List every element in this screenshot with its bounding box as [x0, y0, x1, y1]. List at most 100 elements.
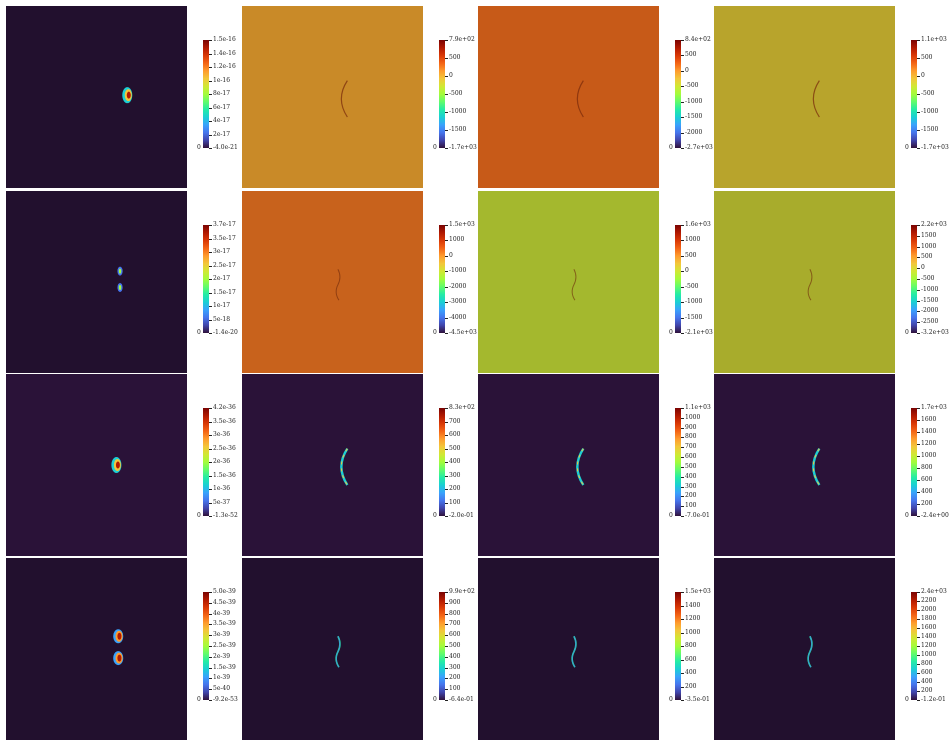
colorbar-tick-mark — [445, 58, 448, 59]
colorbar-tick-mark — [445, 302, 448, 303]
colorbar-tick-mark — [209, 449, 212, 450]
colorbar-tick-mark — [917, 301, 920, 302]
colorbar-tick-label: 1000 — [685, 236, 701, 243]
colorbar-tick-label: 400 — [921, 488, 933, 495]
colorbar-tick-label: 1800 — [921, 615, 937, 622]
colorbar-tick-mark — [917, 673, 920, 674]
colorbar-tick-label: 5e-18 — [213, 316, 231, 323]
colorbar-tick-label: 2.5e-36 — [213, 445, 236, 452]
colorbar-tick-label: 600 — [921, 476, 933, 483]
colorbar-tick-label: -1000 — [685, 298, 703, 305]
colorbar-tick-label: 600 — [449, 631, 461, 638]
colorbar-tick-mark — [445, 271, 448, 272]
colorbar-tick-mark — [681, 55, 684, 56]
heatmap-panel: 0 1.5e+03 1000 0 -1000 -2000 -3000 -4000 -4.5e+0… — [242, 191, 478, 373]
colorbar-tick-mark — [209, 503, 212, 504]
colorbar-tick-label: 800 — [449, 610, 461, 617]
colorbar-tick-mark — [917, 637, 920, 638]
colorbar-tick-label: 800 — [921, 660, 933, 667]
colorbar-tick-label: 1000 — [921, 452, 937, 459]
colorbar-side-label: 0 — [905, 696, 909, 703]
colorbar-tick-mark — [445, 635, 448, 636]
colorbar-tick-label: -500 — [685, 283, 699, 290]
colorbar-tick-label: -4000 — [449, 314, 467, 321]
heatmap-panel: 0 1.7e+03 1600 1400 1200 1000 800 600 400 200 -2.4… — [714, 374, 949, 556]
colorbar-tick-label: -1000 — [921, 108, 939, 115]
field-feature-layer — [576, 447, 585, 486]
colorbar-tick-mark — [917, 420, 920, 421]
field-arc-core — [576, 448, 584, 486]
colorbar-tick-mark — [209, 657, 212, 658]
colorbar-tick-label: 100 — [449, 499, 461, 506]
colorbar-tick-mark — [209, 148, 212, 149]
colorbar-tick-label: 2.2e+03 — [921, 221, 947, 228]
colorbar-tick-mark — [445, 449, 448, 450]
colorbar-tick-label: 1.2e-16 — [213, 63, 236, 70]
field-image — [478, 558, 659, 740]
colorbar-tick-mark — [209, 252, 212, 253]
colorbar-tick-label: 100 — [449, 685, 461, 692]
colorbar-tick-mark — [681, 496, 684, 497]
field-image — [478, 374, 659, 556]
colorbar-tick-label: 2.4e+03 — [921, 588, 947, 595]
colorbar-tick-label: 0 — [685, 267, 689, 274]
colorbar-tick-label: 1000 — [449, 236, 465, 243]
colorbar-tick-mark — [209, 121, 212, 122]
colorbar-tick-label: 500 — [685, 51, 697, 58]
colorbar-tick-mark — [917, 592, 920, 593]
colorbar-tick-mark — [917, 628, 920, 629]
colorbar-tick-label: -500 — [449, 90, 463, 97]
colorbar-tick-mark — [917, 112, 920, 113]
colorbar-tick-mark — [917, 646, 920, 647]
colorbar-tick-mark — [445, 462, 448, 463]
colorbar-tick-label: -1.7e+03 — [449, 144, 477, 151]
colorbar-tick-label: 3.5e-39 — [213, 620, 236, 627]
colorbar-tick-label: 800 — [685, 642, 697, 649]
colorbar-side-label: 0 — [905, 512, 909, 519]
colorbar-tick-mark — [209, 476, 212, 477]
colorbar-tick-label: 500 — [921, 253, 933, 260]
field-arc-outer — [812, 80, 820, 118]
colorbar-tick-mark — [209, 408, 212, 409]
colorbar-side-label: 0 — [197, 329, 201, 336]
colorbar-tick-label: 800 — [921, 464, 933, 471]
colorbar-tick-mark — [917, 691, 920, 692]
colorbar-tick-mark — [681, 71, 684, 72]
colorbar-tick-mark — [681, 40, 684, 41]
colorbar-tick-label: 8e-17 — [213, 90, 231, 97]
colorbar-tick-label: 6e-17 — [213, 104, 231, 111]
colorbar-tick-label: 1400 — [921, 633, 937, 640]
colorbar-tick-mark — [681, 133, 684, 134]
field-feature-layer — [571, 635, 577, 668]
colorbar-tick-mark — [917, 225, 920, 226]
colorbar-tick-label: 600 — [685, 453, 697, 460]
colorbar — [203, 592, 209, 700]
colorbar-tick-label: 700 — [449, 418, 461, 425]
colorbar-tick-label: -4.0e-21 — [213, 144, 238, 151]
colorbar — [675, 408, 681, 516]
colorbar-tick-mark — [445, 678, 448, 679]
field-image — [6, 374, 187, 556]
field-wave — [807, 269, 813, 301]
colorbar-tick-label: 4.2e-36 — [213, 404, 236, 411]
field-image — [6, 6, 187, 188]
colorbar-tick-label: 200 — [685, 683, 697, 690]
field-feature-layer — [812, 447, 821, 486]
colorbar-tick-label: 600 — [921, 669, 933, 676]
colorbar — [439, 225, 445, 333]
colorbar-side-label: 0 — [197, 512, 201, 519]
colorbar-tick-mark — [681, 437, 684, 438]
heatmap-panel: 0 3.7e-17 3.5e-17 3e-17 2.5e-17 2e-17 1.5e-17 1… — [6, 191, 242, 373]
colorbar-tick-label: 200 — [921, 687, 933, 694]
field-wave — [571, 269, 577, 301]
colorbar-tick-mark — [917, 148, 920, 149]
colorbar-tick-label: 1400 — [685, 602, 701, 609]
field-feature-layer — [117, 266, 123, 292]
colorbar-tick-label: 1.1e+03 — [921, 36, 947, 43]
colorbar-tick-mark — [681, 287, 684, 288]
colorbar-tick-mark — [917, 610, 920, 611]
colorbar-tick-label: -3000 — [449, 298, 467, 305]
colorbar-tick-mark — [209, 624, 212, 625]
colorbar-tick-mark — [445, 408, 448, 409]
colorbar-tick-mark — [445, 700, 448, 701]
